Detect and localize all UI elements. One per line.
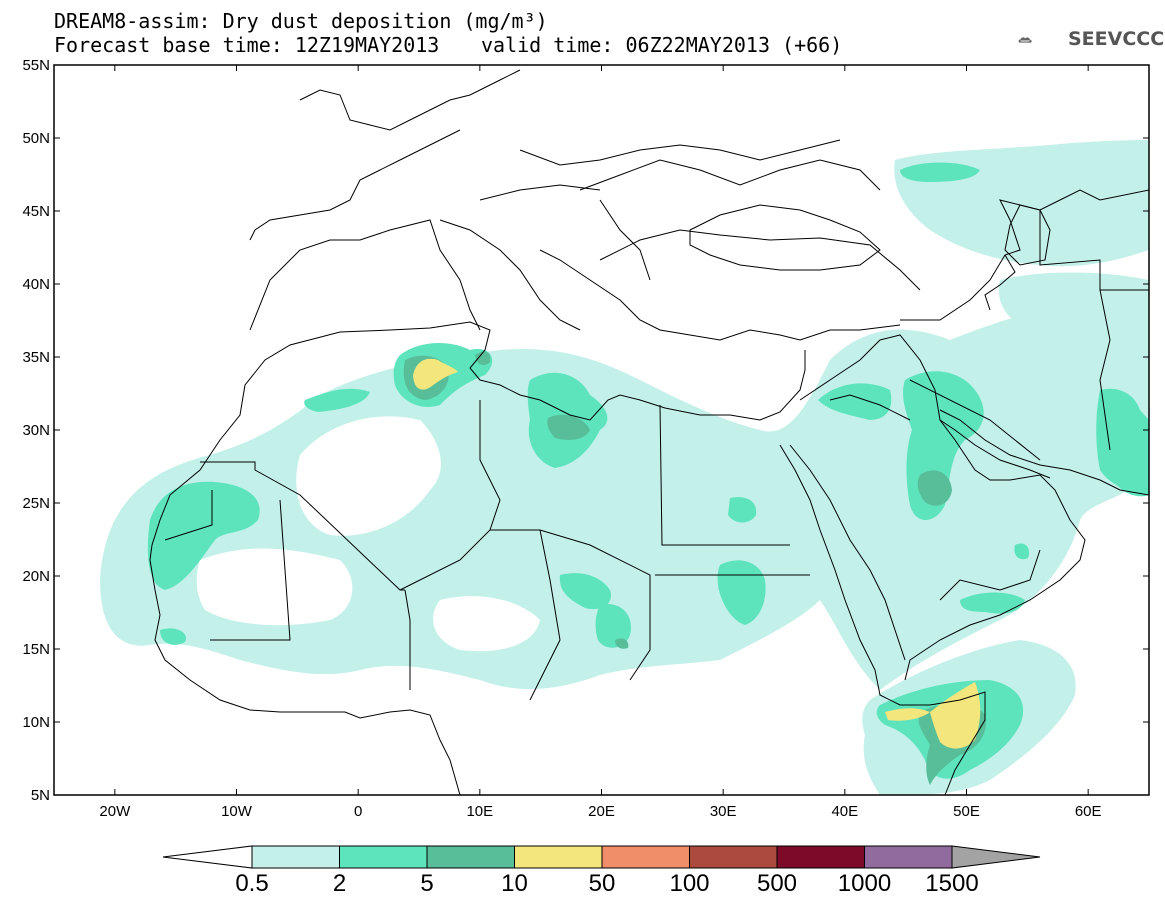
colorbar-segment: [689, 845, 778, 869]
lat-tick-label: 15N: [22, 641, 50, 658]
colorbar-label: 5: [420, 870, 434, 897]
colorbar-segment: [251, 845, 340, 869]
colorbar-label: 0.5: [235, 870, 269, 897]
lon-tick-label: 30E: [710, 803, 737, 820]
seevccc-logo-text: SEEVCCC: [1068, 28, 1165, 50]
colorbar-label: 2: [332, 870, 347, 897]
colorbar-label: 50: [588, 870, 616, 897]
lat-tick-label: 55N: [22, 57, 50, 74]
lat-tick-label: 35N: [22, 349, 50, 366]
lon-tick-label: 50E: [953, 803, 980, 820]
lon-tick-label: 20W: [99, 803, 131, 820]
lat-tick-label: 40N: [22, 276, 50, 293]
lat-tick-label: 45N: [22, 203, 50, 220]
longitude-axis: 20W 10W 0 10E 20E 30E 40E 50E 60E: [99, 65, 1102, 820]
colorbar-segment: [339, 845, 428, 869]
lat-tick-label: 20N: [22, 568, 50, 585]
latitude-axis: 55N 50N 45N 40N 35N 30N 25N 20N 15N 10N 5N: [22, 57, 1149, 804]
lon-tick-label: 10W: [221, 803, 253, 820]
dust-level-10: [413, 358, 981, 749]
forecast-base-time: Forecast base time: 12Z19MAY2013: [54, 33, 440, 57]
map-plot-area: [53, 64, 1150, 796]
colorbar-segment: [776, 845, 865, 869]
colorbar-segment: [601, 845, 690, 869]
chart-title: DREAM8-assim: Dry dust deposition (mg/m³…: [54, 9, 548, 33]
colorbar-segment: [864, 845, 953, 869]
lat-tick-label: 10N: [22, 714, 50, 731]
lat-tick-label: 30N: [22, 422, 50, 439]
lon-tick-label: 10E: [466, 803, 493, 820]
lat-tick-label: 50N: [22, 130, 50, 147]
valid-time: valid time: 06Z22MAY2013 (+66): [481, 33, 843, 57]
colorbar-label: 100: [669, 870, 710, 897]
lon-tick-label: 0: [354, 803, 362, 820]
colorbar-segment: [426, 845, 515, 869]
lon-tick-label: 40E: [831, 803, 858, 820]
seevccc-cloud-icon: [1018, 37, 1032, 43]
lon-tick-label: 60E: [1075, 803, 1102, 820]
lat-tick-label: 5N: [31, 787, 50, 804]
lat-tick-label: 25N: [22, 495, 50, 512]
dust-below-threshold: [196, 416, 540, 652]
coastlines-borders: [149, 69, 1150, 796]
colorbar-over-triangle: [951, 845, 1041, 869]
colorbar-label: 500: [756, 870, 798, 897]
colorbar-label: 1000: [837, 870, 892, 897]
colorbar-label: 1500: [925, 870, 979, 897]
colorbar: [162, 845, 1041, 869]
colorbar-label: 10: [501, 870, 528, 897]
lon-tick-label: 20E: [588, 803, 615, 820]
colorbar-segment: [514, 845, 603, 869]
colorbar-under-triangle: [162, 845, 253, 869]
